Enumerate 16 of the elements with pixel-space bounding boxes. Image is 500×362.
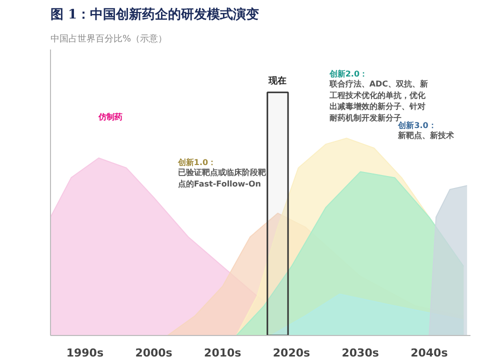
text: 中国占世界百分比%（示意）: [50, 34, 168, 44]
annotation: 新靶点、新技术: [397, 130, 456, 140]
chart-title: 图 1：中国创新药企的研发模式演变: [50, 6, 260, 22]
annotation: 创新1.0：: [176, 157, 216, 168]
x-tick-label: 2000s: [135, 346, 173, 360]
band-label: 现在: [268, 76, 287, 87]
annotation: 已验证靶点或临床阶段靶点的Fast-Follow-On: [178, 167, 266, 188]
text: 创新2.0：: [328, 68, 368, 79]
x-tick-label: 2030s: [342, 346, 380, 360]
text: 联合疗法、ADC、双抗、新工程技术优化的单抗，优化出减毒增效的新分子、针对耐药机制开发新分子: [328, 78, 428, 122]
x-tick-label: 2040s: [410, 346, 448, 360]
x-tick-label: 2010s: [204, 346, 242, 360]
x-tick-label: 2020s: [272, 346, 311, 360]
text: 仿制药: [98, 112, 123, 122]
text: 创新3.0：: [397, 120, 436, 130]
x-tick-label: 1990s: [66, 346, 104, 360]
